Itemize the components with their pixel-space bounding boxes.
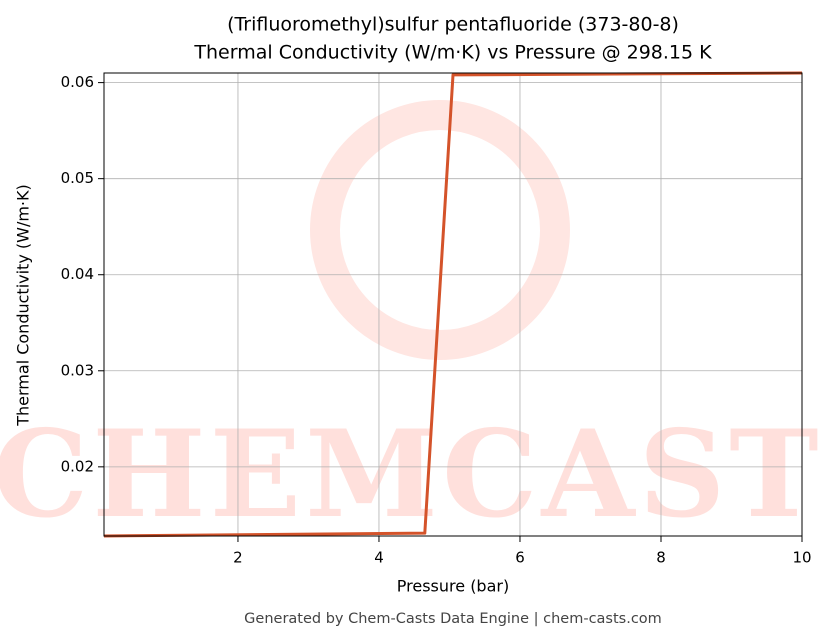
watermark: CHEMCASTS <box>0 404 830 545</box>
y-tick-label: 0.02 <box>61 457 94 475</box>
plot-frame <box>103 72 803 537</box>
x-tick-label: 2 <box>233 549 243 567</box>
data-line <box>103 71 803 538</box>
y-axis-label: Thermal Conductivity (W/m·K) <box>14 184 33 427</box>
x-axis-label: Pressure (bar) <box>397 577 509 596</box>
watermark-logo <box>310 100 570 360</box>
x-tick-label: 4 <box>374 549 384 567</box>
y-tick-label: 0.05 <box>61 169 94 187</box>
x-tick-label: 10 <box>792 549 811 567</box>
x-tick-label: 8 <box>656 549 666 567</box>
chart-subtitle: Thermal Conductivity (W/m·K) vs Pressure… <box>193 42 712 64</box>
footer: Generated by Chem-Casts Data Engine | ch… <box>244 611 662 627</box>
chart-title: (Trifluoromethyl)sulfur pentafluoride (3… <box>227 14 679 36</box>
y-tick-label: 0.03 <box>61 361 94 379</box>
y-tick-label: 0.04 <box>61 265 94 283</box>
x-tick-label: 6 <box>515 549 525 567</box>
y-tick-label: 0.06 <box>61 73 94 91</box>
